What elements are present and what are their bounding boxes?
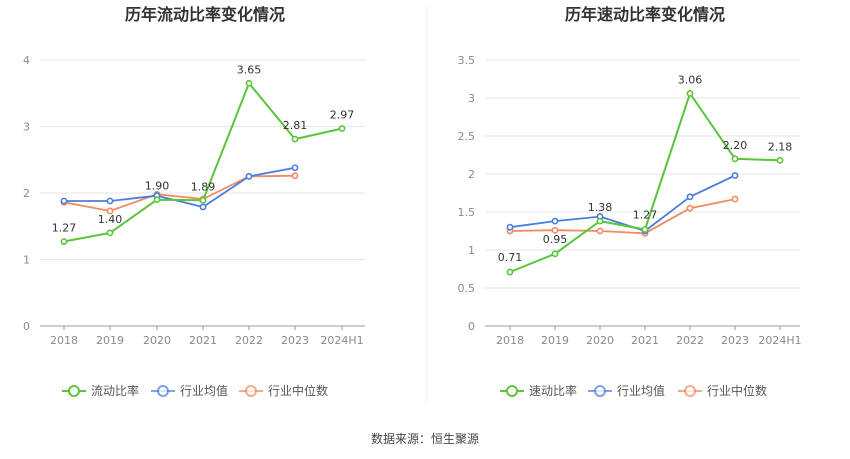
- x-tick-label: 2020: [143, 334, 171, 347]
- series-line: [509, 174, 736, 232]
- data-point: [731, 172, 739, 179]
- data-label: 1.89: [191, 180, 216, 193]
- data-point: [338, 125, 346, 132]
- data-point: [551, 226, 559, 234]
- data-point: [106, 207, 114, 215]
- y-tick-label: 2: [23, 187, 30, 200]
- legend-swatch-marker: [68, 385, 80, 397]
- data-point: [686, 90, 694, 97]
- data-point: [245, 172, 253, 180]
- x-tick-label: 2018: [50, 334, 78, 347]
- data-point: [596, 227, 604, 235]
- data-point: [106, 197, 114, 205]
- data-point: [551, 217, 559, 225]
- y-tick-label: 1.5: [458, 206, 476, 219]
- y-tick-label: 1: [468, 244, 475, 257]
- x-tick-label: 2024H1: [320, 334, 363, 347]
- data-point: [731, 155, 739, 163]
- data-label: 2.81: [283, 119, 308, 132]
- data-label: 3.65: [237, 63, 262, 76]
- y-tick-label: 3.5: [458, 54, 476, 67]
- legend-label: 流动比率: [91, 383, 139, 398]
- legend-label: 行业中位数: [707, 383, 767, 398]
- legend-swatch-marker: [506, 385, 518, 397]
- x-tick-label: 2018: [496, 334, 524, 347]
- legend-label: 行业均值: [617, 383, 665, 398]
- legend-swatch-marker: [684, 385, 696, 397]
- legend-label: 行业均值: [180, 383, 228, 398]
- data-point: [551, 250, 559, 258]
- data-point: [776, 156, 784, 164]
- x-tick-label: 2024H1: [758, 334, 801, 347]
- data-label: 2.18: [768, 140, 793, 153]
- x-tick-label: 2020: [586, 334, 614, 347]
- current-ratio-chart: 历年流动比率变化情况 0 1 2 3 4 2018 2019 2020 2021 2022 2023 2…: [23, 5, 365, 398]
- x-tick-label: 2023: [721, 334, 749, 347]
- y-tick-label: 0.5: [458, 282, 476, 295]
- data-label: 2.20: [723, 139, 748, 152]
- data-label: 1.40: [98, 213, 123, 226]
- y-tick-label: 0: [23, 320, 30, 333]
- data-point: [291, 164, 299, 172]
- data-point: [641, 226, 649, 233]
- data-point: [506, 223, 514, 231]
- legend-swatch-marker: [245, 385, 257, 397]
- legend-swatch-marker: [594, 385, 606, 397]
- series-line: [63, 174, 296, 212]
- data-point: [106, 229, 114, 237]
- y-tick-label: 3: [468, 92, 475, 105]
- legend-label: 行业中位数: [268, 383, 328, 398]
- data-point: [199, 203, 207, 211]
- series-line: [509, 198, 736, 235]
- legend-swatch-marker: [157, 385, 169, 397]
- data-label: 0.71: [498, 251, 523, 264]
- data-label: 3.06: [678, 73, 703, 86]
- source-note: 数据来源：恒生聚源: [371, 431, 479, 446]
- x-tick-label: 2019: [96, 334, 124, 347]
- x-tick-label: 2023: [281, 334, 309, 347]
- data-point: [686, 193, 694, 201]
- x-tick-label: 2022: [235, 334, 263, 347]
- y-tick-label: 1: [23, 254, 30, 267]
- y-tick-label: 2: [468, 168, 475, 181]
- data-label: 1.27: [633, 208, 658, 221]
- data-point: [596, 217, 604, 225]
- data-point: [686, 204, 694, 212]
- data-point: [506, 268, 514, 276]
- y-tick-label: 3: [23, 121, 30, 134]
- data-label: 1.90: [145, 180, 170, 193]
- data-label: 1.38: [588, 201, 613, 214]
- x-tick-label: 2019: [541, 334, 569, 347]
- quick-ratio-chart: 历年速动比率变化情况 0 0.5 1 1.5 2 2.5 3 3.5 2018 2019 2020 20…: [458, 5, 802, 398]
- data-point: [60, 238, 68, 245]
- data-point: [291, 135, 299, 143]
- x-tick-label: 2021: [631, 334, 659, 347]
- chart-title: 历年速动比率变化情况: [565, 5, 725, 24]
- data-point: [60, 197, 68, 205]
- data-point: [199, 196, 207, 204]
- data-label: 2.97: [330, 108, 355, 121]
- x-tick-label: 2021: [189, 334, 217, 347]
- data-point: [731, 195, 739, 203]
- y-tick-label: 4: [23, 54, 30, 67]
- series-line: [64, 166, 296, 208]
- legend-label: 速动比率: [529, 383, 577, 398]
- x-tick-label: 2022: [676, 334, 704, 347]
- chart-title: 历年流动比率变化情况: [125, 5, 285, 24]
- data-point: [153, 196, 161, 204]
- y-tick-label: 0: [468, 320, 475, 333]
- data-point: [245, 79, 253, 87]
- data-point: [291, 172, 299, 180]
- data-label: 0.95: [543, 233, 568, 246]
- y-tick-label: 2.5: [458, 130, 476, 143]
- data-label: 1.27: [52, 222, 77, 235]
